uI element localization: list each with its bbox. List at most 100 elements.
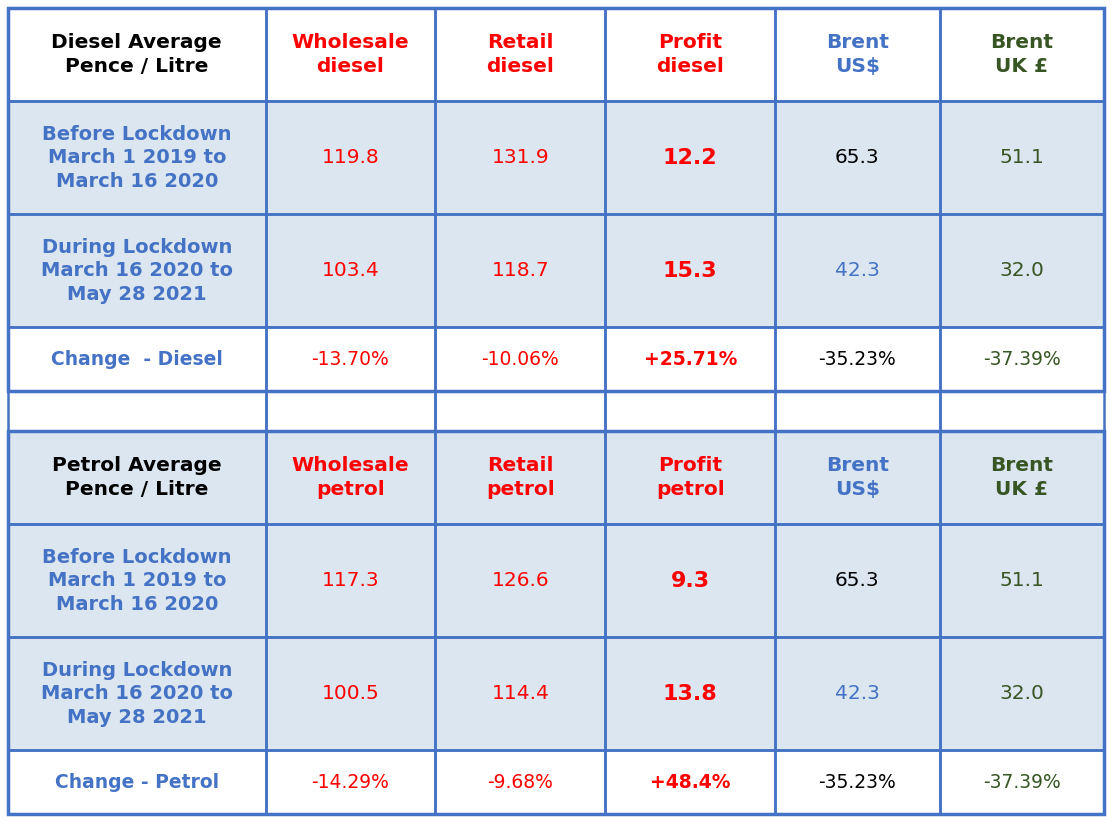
- Text: Profit
diesel: Profit diesel: [656, 34, 724, 76]
- Bar: [266, 391, 436, 431]
- Bar: [605, 750, 775, 814]
- Text: -37.39%: -37.39%: [983, 773, 1061, 792]
- Text: 117.3: 117.3: [321, 571, 379, 590]
- Bar: [775, 750, 940, 814]
- Bar: [266, 524, 436, 637]
- Text: 12.2: 12.2: [663, 148, 717, 168]
- Bar: [266, 431, 436, 524]
- Text: -10.06%: -10.06%: [481, 350, 559, 369]
- Bar: [436, 8, 605, 101]
- Bar: [775, 391, 940, 431]
- Bar: [940, 637, 1104, 750]
- Bar: [8, 8, 1104, 391]
- Bar: [940, 101, 1104, 215]
- Bar: [775, 524, 940, 637]
- Bar: [266, 8, 436, 101]
- Text: 51.1: 51.1: [1000, 149, 1044, 168]
- Bar: [940, 431, 1104, 524]
- Text: Wholesale
petrol: Wholesale petrol: [291, 456, 409, 499]
- Bar: [605, 431, 775, 524]
- Bar: [266, 750, 436, 814]
- Bar: [605, 524, 775, 637]
- Bar: [266, 215, 436, 327]
- Bar: [605, 637, 775, 750]
- Text: Change  - Diesel: Change - Diesel: [51, 350, 222, 369]
- Bar: [8, 391, 266, 431]
- Bar: [8, 327, 266, 391]
- Text: Before Lockdown
March 1 2019 to
March 16 2020: Before Lockdown March 1 2019 to March 16…: [42, 547, 231, 613]
- Bar: [605, 215, 775, 327]
- Bar: [436, 215, 605, 327]
- Bar: [940, 431, 1104, 524]
- Bar: [775, 327, 940, 391]
- Bar: [940, 327, 1104, 391]
- Bar: [266, 101, 436, 215]
- Bar: [436, 750, 605, 814]
- Text: Retail
petrol: Retail petrol: [486, 456, 555, 499]
- Bar: [605, 101, 775, 215]
- Text: 118.7: 118.7: [492, 261, 549, 280]
- Bar: [775, 524, 940, 637]
- Bar: [605, 327, 775, 391]
- Bar: [8, 327, 266, 391]
- Bar: [8, 431, 1104, 814]
- Text: 131.9: 131.9: [492, 149, 549, 168]
- Text: -14.29%: -14.29%: [311, 773, 389, 792]
- Bar: [940, 8, 1104, 101]
- Bar: [605, 215, 775, 327]
- Bar: [266, 327, 436, 391]
- Bar: [775, 215, 940, 327]
- Text: 42.3: 42.3: [835, 684, 880, 703]
- Bar: [8, 391, 266, 431]
- Bar: [940, 391, 1104, 431]
- Text: Retail
diesel: Retail diesel: [486, 34, 554, 76]
- Bar: [436, 101, 605, 215]
- Bar: [605, 8, 775, 101]
- Bar: [436, 431, 605, 524]
- Bar: [8, 431, 266, 524]
- Text: Brent
UK £: Brent UK £: [991, 34, 1053, 76]
- Bar: [775, 391, 940, 431]
- Bar: [436, 327, 605, 391]
- Text: Profit
petrol: Profit petrol: [656, 456, 725, 499]
- Bar: [940, 750, 1104, 814]
- Bar: [436, 524, 605, 637]
- Text: 9.3: 9.3: [671, 570, 709, 590]
- Bar: [8, 101, 266, 215]
- Bar: [605, 637, 775, 750]
- Bar: [940, 215, 1104, 327]
- Bar: [775, 8, 940, 101]
- Bar: [605, 750, 775, 814]
- Bar: [8, 524, 266, 637]
- Bar: [605, 391, 775, 431]
- Text: Before Lockdown
March 1 2019 to
March 16 2020: Before Lockdown March 1 2019 to March 16…: [42, 125, 231, 191]
- Text: 42.3: 42.3: [835, 261, 880, 280]
- Bar: [266, 101, 436, 215]
- Text: +25.71%: +25.71%: [644, 350, 737, 369]
- Bar: [605, 391, 775, 431]
- Bar: [775, 431, 940, 524]
- Text: -35.23%: -35.23%: [818, 350, 896, 369]
- Text: 65.3: 65.3: [835, 571, 880, 590]
- Bar: [775, 637, 940, 750]
- Bar: [605, 101, 775, 215]
- Text: During Lockdown
March 16 2020 to
May 28 2021: During Lockdown March 16 2020 to May 28 …: [41, 661, 232, 727]
- Bar: [940, 637, 1104, 750]
- Bar: [940, 524, 1104, 637]
- Bar: [436, 101, 605, 215]
- Text: 15.3: 15.3: [663, 261, 717, 281]
- Bar: [775, 8, 940, 101]
- Text: 126.6: 126.6: [492, 571, 549, 590]
- Bar: [775, 215, 940, 327]
- Text: -9.68%: -9.68%: [487, 773, 554, 792]
- Bar: [8, 101, 266, 215]
- Bar: [436, 391, 605, 431]
- Bar: [940, 215, 1104, 327]
- Bar: [940, 750, 1104, 814]
- Text: Brent
UK £: Brent UK £: [991, 456, 1053, 499]
- Bar: [775, 327, 940, 391]
- Bar: [436, 391, 605, 431]
- Bar: [940, 391, 1104, 431]
- Bar: [266, 8, 436, 101]
- Bar: [8, 8, 266, 101]
